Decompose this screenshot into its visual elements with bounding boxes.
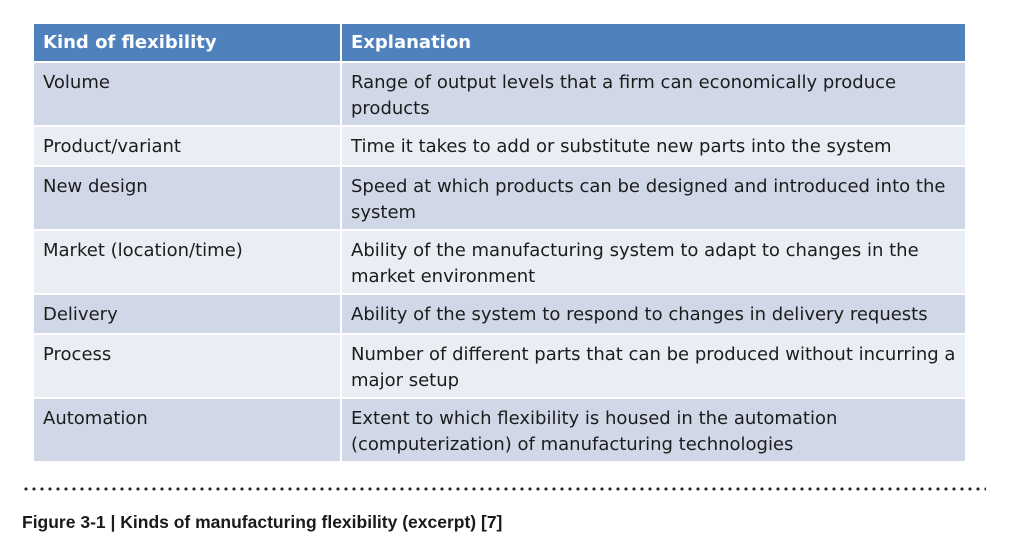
row-kind-cell: New design [34,165,342,230]
table-row: Product/variant Time it takes to add or … [34,125,965,166]
row-kind-cell: Process [34,333,342,398]
header-explanation: Explanation [341,24,965,62]
flexibility-table: Kind of flexibility Explanation Volume R… [34,24,965,461]
header-kind-of-flexibility: Kind of flexibility [34,24,342,62]
dotted-divider [22,486,986,492]
row-explanation-cell: Ability of the manufacturing system to a… [341,229,965,294]
row-kind-cell: Automation [34,397,342,461]
table-header-row: Kind of flexibility Explanation [34,24,965,62]
table-row: New design Speed at which products can b… [34,165,965,230]
figure-caption: Figure 3-1 | Kinds of manufacturing flex… [22,512,503,532]
row-explanation-cell: Time it takes to add or substitute new p… [341,125,965,166]
row-kind-cell: Delivery [34,293,342,334]
table-row: Volume Range of output levels that a fir… [34,61,965,126]
table-row: Market (location/time) Ability of the ma… [34,229,965,294]
row-explanation-cell: Range of output levels that a firm can e… [341,61,965,126]
row-explanation-cell: Ability of the system to respond to chan… [341,293,965,334]
row-explanation-cell: Extent to which flexibility is housed in… [341,397,965,461]
table-row: Delivery Ability of the system to respon… [34,293,965,334]
row-kind-cell: Market (location/time) [34,229,342,294]
flexibility-table-container: Kind of flexibility Explanation Volume R… [34,24,965,461]
table-row: Process Number of different parts that c… [34,333,965,398]
row-explanation-cell: Speed at which products can be designed … [341,165,965,230]
table-row: Automation Extent to which flexibility i… [34,397,965,461]
row-kind-cell: Volume [34,61,342,126]
row-explanation-cell: Number of different parts that can be pr… [341,333,965,398]
row-kind-cell: Product/variant [34,125,342,166]
